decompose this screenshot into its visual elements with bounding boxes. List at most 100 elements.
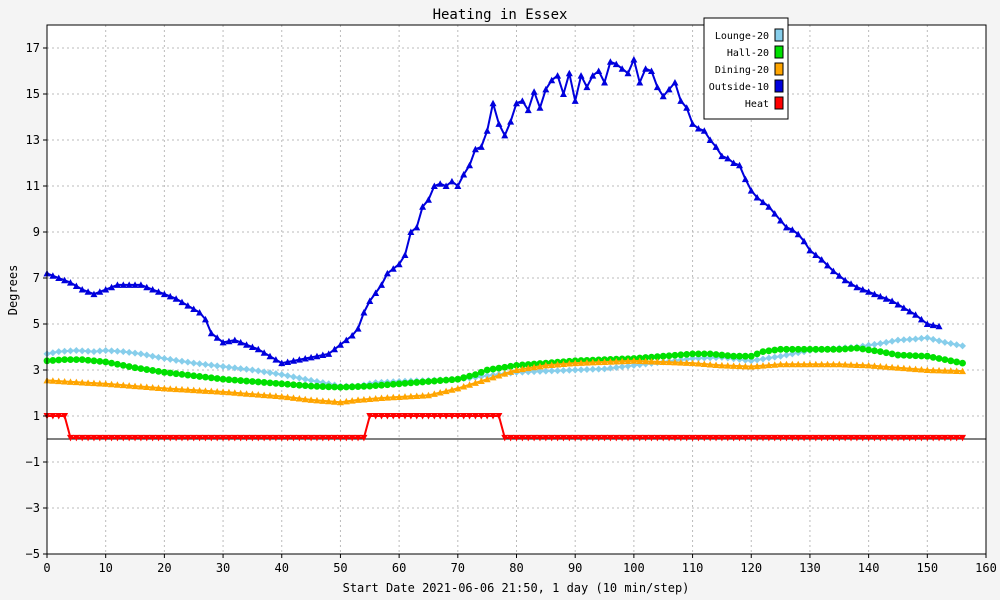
data-point-dining-20 <box>395 393 403 400</box>
data-point-outside-10 <box>72 282 80 290</box>
data-point-hall-20 <box>959 359 966 367</box>
data-point-outside-10 <box>747 187 755 194</box>
grid-lines <box>47 25 986 555</box>
data-point-outside-10 <box>155 288 163 295</box>
data-point-hall-20 <box>700 350 708 358</box>
data-point-heat <box>102 434 110 442</box>
data-point-heat <box>806 434 814 442</box>
legend-label-outside-10: Outside-10 <box>709 82 769 93</box>
data-point-dining-20 <box>724 362 732 369</box>
data-point-heat <box>765 434 773 442</box>
data-point-dining-20 <box>307 396 315 403</box>
data-point-lounge-20 <box>542 367 550 375</box>
data-point-heat <box>706 434 714 442</box>
data-point-hall-20 <box>137 365 145 373</box>
data-point-heat <box>730 434 738 442</box>
data-point-outside-10 <box>61 276 69 284</box>
data-point-heat <box>348 434 356 442</box>
x-tick-label: 80 <box>509 561 523 575</box>
data-point-outside-10 <box>378 281 386 288</box>
data-point-heat <box>401 413 409 420</box>
data-point-outside-10 <box>782 223 790 231</box>
data-point-hall-20 <box>724 352 732 360</box>
data-point-outside-10 <box>295 356 303 363</box>
data-point-hall-20 <box>301 382 309 390</box>
data-point-outside-10 <box>413 223 421 231</box>
data-point-outside-10 <box>507 118 515 125</box>
series-line-heat <box>47 415 963 439</box>
data-point-dining-20 <box>430 390 438 397</box>
data-point-dining-20 <box>736 362 744 370</box>
data-point-heat <box>524 434 532 442</box>
data-point-hall-20 <box>272 379 280 387</box>
data-point-heat <box>753 434 761 442</box>
data-point-dining-20 <box>407 392 415 400</box>
data-point-outside-10 <box>96 288 104 295</box>
x-tick-label: 110 <box>682 561 704 575</box>
data-point-outside-10 <box>559 90 567 97</box>
data-point-lounge-20 <box>131 349 139 357</box>
data-point-dining-20 <box>718 361 726 369</box>
data-point-outside-10 <box>859 286 867 293</box>
data-point-heat <box>542 434 550 442</box>
legend-label-hall-20: Hall-20 <box>727 48 769 59</box>
data-point-outside-10 <box>548 76 556 84</box>
data-point-heat <box>700 434 708 442</box>
series-outside-10 <box>43 56 943 367</box>
data-point-lounge-20 <box>759 355 767 363</box>
data-point-outside-10 <box>929 321 937 329</box>
data-point-dining-20 <box>659 358 667 365</box>
data-point-outside-10 <box>196 309 204 316</box>
data-point-heat <box>694 434 702 442</box>
data-point-heat <box>372 413 380 420</box>
data-point-heat <box>307 434 315 442</box>
data-point-lounge-20 <box>108 347 116 355</box>
data-point-dining-20 <box>248 390 256 398</box>
data-point-outside-10 <box>577 72 585 79</box>
data-point-hall-20 <box>442 376 450 384</box>
data-point-dining-20 <box>66 378 74 385</box>
data-point-hall-20 <box>501 363 509 371</box>
data-point-hall-20 <box>231 376 239 384</box>
data-point-dining-20 <box>243 390 251 397</box>
data-point-hall-20 <box>953 358 961 366</box>
data-point-hall-20 <box>876 348 884 355</box>
data-point-outside-10 <box>659 92 667 100</box>
data-point-outside-10 <box>630 56 638 63</box>
data-point-lounge-20 <box>953 341 961 349</box>
data-point-outside-10 <box>665 85 673 93</box>
data-point-dining-20 <box>906 365 914 372</box>
data-point-dining-20 <box>149 383 157 391</box>
data-point-outside-10 <box>278 359 286 367</box>
y-tick-label: 15 <box>26 87 40 101</box>
data-point-dining-20 <box>888 363 896 371</box>
data-point-dining-20 <box>184 386 192 393</box>
data-point-lounge-20 <box>289 373 297 381</box>
data-point-outside-10 <box>248 343 256 350</box>
x-axis-label: Start Date 2021-06-06 21:50, 1 day (10 m… <box>343 581 690 595</box>
data-point-lounge-20 <box>254 367 262 375</box>
data-point-lounge-20 <box>777 352 785 360</box>
data-point-outside-10 <box>260 349 268 356</box>
data-point-dining-20 <box>278 392 286 400</box>
data-point-hall-20 <box>325 383 333 391</box>
data-point-hall-20 <box>818 345 826 353</box>
y-tick-label: 1 <box>33 409 40 423</box>
data-point-outside-10 <box>348 332 356 339</box>
data-point-dining-20 <box>853 361 861 368</box>
data-point-dining-20 <box>953 367 961 374</box>
data-point-dining-20 <box>882 363 890 370</box>
x-tick-label: 130 <box>799 561 821 575</box>
data-point-hall-20 <box>348 383 356 391</box>
y-tick-label: −3 <box>26 501 40 515</box>
data-point-lounge-20 <box>61 347 69 355</box>
data-point-heat <box>266 434 274 442</box>
data-point-dining-20 <box>72 378 80 386</box>
data-point-hall-20 <box>395 380 403 388</box>
x-tick-label: 100 <box>623 561 645 575</box>
data-point-dining-20 <box>419 392 427 399</box>
y-axis-label: Degrees <box>6 265 20 316</box>
data-point-hall-20 <box>653 353 661 361</box>
data-point-heat <box>917 434 925 442</box>
data-point-heat <box>389 413 397 420</box>
